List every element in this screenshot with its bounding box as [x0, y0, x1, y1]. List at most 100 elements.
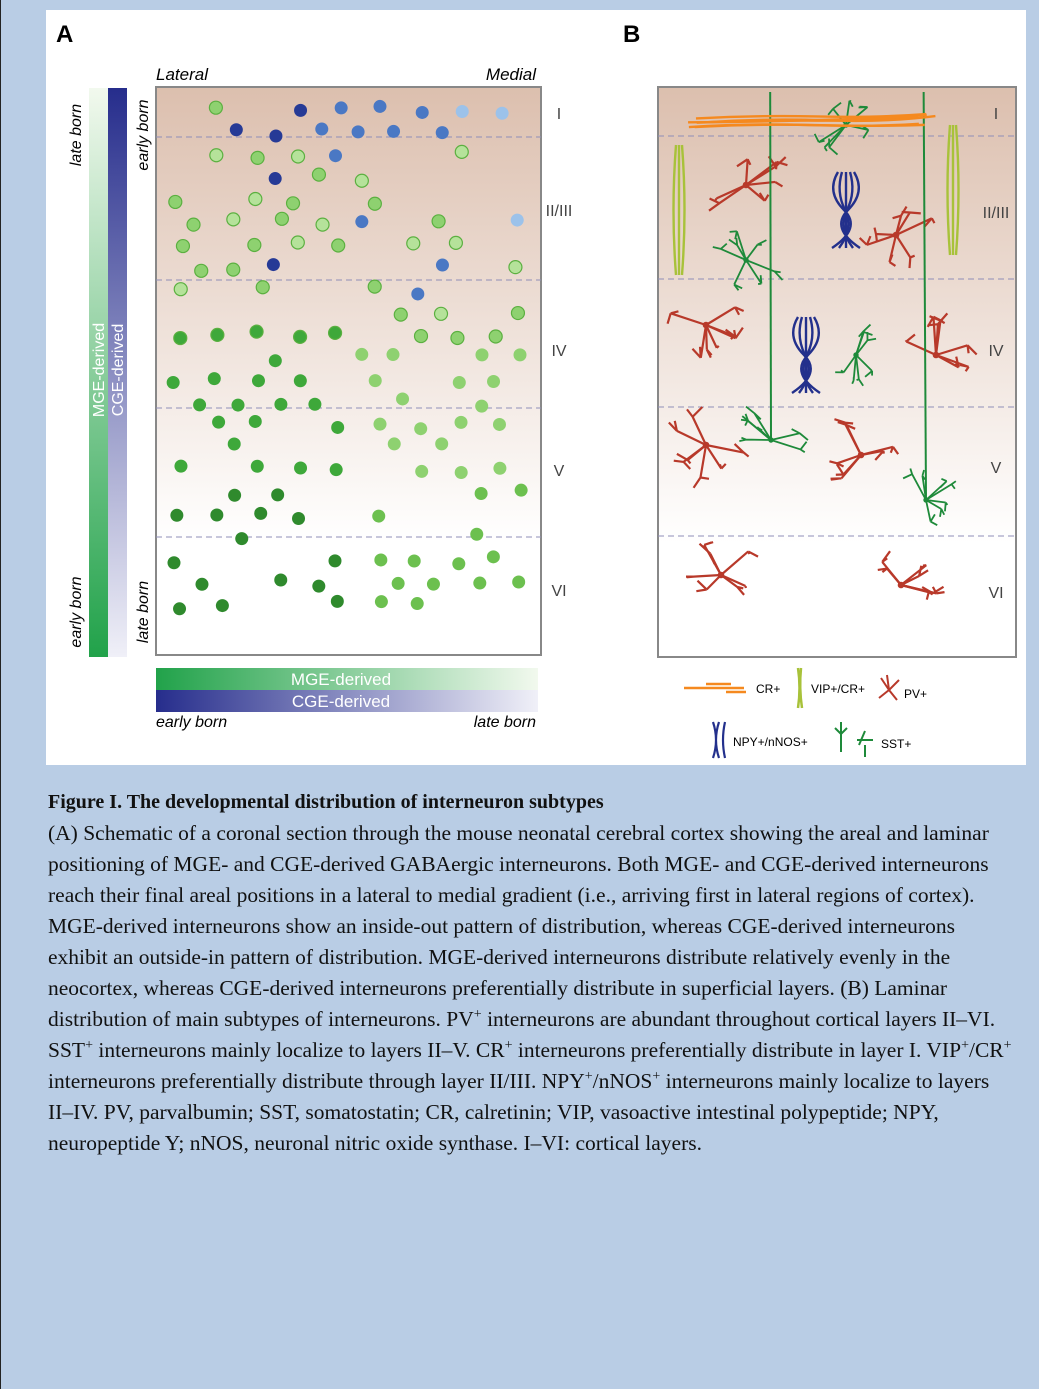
soma: [858, 452, 865, 459]
neuron-dot: [355, 348, 368, 361]
panel-label: A: [56, 21, 73, 48]
neuron-dot: [513, 348, 526, 361]
neuron-dot: [331, 595, 344, 608]
neuron-dot: [415, 465, 428, 478]
neuron-dot: [170, 509, 183, 522]
neuron-dot: [415, 330, 428, 343]
neuron-dot: [449, 236, 462, 249]
soma: [923, 497, 928, 502]
neuron-dot: [228, 489, 241, 502]
neuron-dot: [436, 126, 449, 139]
legend-label: PV+: [904, 687, 927, 701]
neuron-dot: [436, 259, 449, 272]
neuron-dot: [251, 151, 264, 164]
neuron-dot: [407, 237, 420, 250]
caption: Figure I. The developmental distribution…: [48, 787, 1013, 1159]
neuron-dot: [392, 577, 405, 590]
late-born: late born: [474, 714, 536, 731]
neuron-dot: [230, 123, 243, 136]
neuron-dot: [174, 283, 187, 296]
layer-label: VI: [988, 585, 1003, 602]
neuron-dot: [292, 512, 305, 525]
neuron-dot: [512, 576, 525, 589]
neuron-dot: [232, 399, 245, 412]
medial: Medial: [486, 65, 537, 84]
neuron-dot: [249, 192, 262, 205]
neuron-dot: [216, 599, 229, 612]
neuron-dot: [167, 556, 180, 569]
layer-label: V: [991, 460, 1002, 477]
legend-label: VIP+/CR+: [811, 682, 865, 696]
neuron-dot: [209, 101, 222, 114]
soma: [933, 352, 940, 359]
neuron-dot: [174, 460, 187, 473]
neuron-dot: [374, 553, 387, 566]
neuron-dot: [312, 168, 325, 181]
neuron-dot: [355, 174, 368, 187]
early-born: early born: [135, 99, 152, 170]
neuron-dot: [493, 462, 506, 475]
neuron-dot: [275, 212, 288, 225]
neuron-dot: [455, 416, 468, 429]
caption-text: /CR: [969, 1038, 1004, 1062]
neuron-dot: [292, 150, 305, 163]
layer-label: IV: [988, 343, 1003, 360]
neuron-dot: [294, 374, 307, 387]
neuron-dot: [274, 573, 287, 586]
neuron-dot: [511, 214, 524, 227]
neuron-dot: [451, 331, 464, 344]
neuron-dot: [455, 466, 468, 479]
neuron-dot: [372, 510, 385, 523]
axon: [770, 92, 771, 440]
neuron-dot: [271, 488, 284, 501]
neuron-dot: [249, 415, 262, 428]
caption-text: interneurons preferentially distribute t…: [48, 1069, 585, 1093]
neuron-dot: [267, 258, 280, 271]
neuron-dot: [274, 398, 287, 411]
neuron-dot: [250, 325, 263, 338]
late-born: late born: [68, 104, 85, 166]
neuron-dot: [387, 125, 400, 138]
neuron-dot: [328, 554, 341, 567]
neuron-dot: [294, 461, 307, 474]
caption-text: interneurons mainly localize to layers I…: [93, 1038, 505, 1062]
neuron-dot: [475, 400, 488, 413]
legend-label: SST+: [881, 737, 911, 751]
legend-icon: [798, 668, 802, 708]
neuron-dot: [414, 422, 427, 435]
legend-label: CR+: [756, 682, 780, 696]
layer-label: IV: [551, 343, 566, 360]
neuron-dot: [227, 263, 240, 276]
neuron-dot: [210, 149, 223, 162]
panel-label: B: [623, 21, 640, 48]
soma: [898, 582, 905, 589]
neuron-dot: [489, 330, 502, 343]
neuron-dot: [269, 129, 282, 142]
neuron-dot: [316, 218, 329, 231]
neuron-dot: [435, 307, 448, 320]
neuron-dot: [374, 418, 387, 431]
neuron-dot: [167, 376, 180, 389]
soma: [703, 442, 710, 449]
sup: +: [585, 1069, 593, 1084]
neuron-dot: [176, 240, 189, 253]
neuron-dot: [515, 484, 528, 497]
sup: +: [1004, 1038, 1012, 1053]
caption-text: interneurons preferentially distribute i…: [512, 1038, 961, 1062]
neuron-dot: [315, 122, 328, 135]
neuron-dot: [211, 328, 224, 341]
neuron-dot: [195, 578, 208, 591]
neuron-dot: [308, 398, 321, 411]
figure: A B Lateral Medial MGE-derived CGE-deriv…: [1, 0, 1039, 780]
neuron-dot: [352, 125, 365, 138]
neuron-dot: [210, 508, 223, 521]
neuron-dot: [369, 374, 382, 387]
neuron-dot: [193, 398, 206, 411]
neuron-dot: [432, 215, 445, 228]
neuron-dot: [173, 602, 186, 615]
neuron-dot: [329, 326, 342, 339]
neuron-dot: [329, 149, 342, 162]
neuron-dot: [470, 528, 483, 541]
sup: +: [85, 1038, 93, 1053]
neuron-dot: [269, 354, 282, 367]
